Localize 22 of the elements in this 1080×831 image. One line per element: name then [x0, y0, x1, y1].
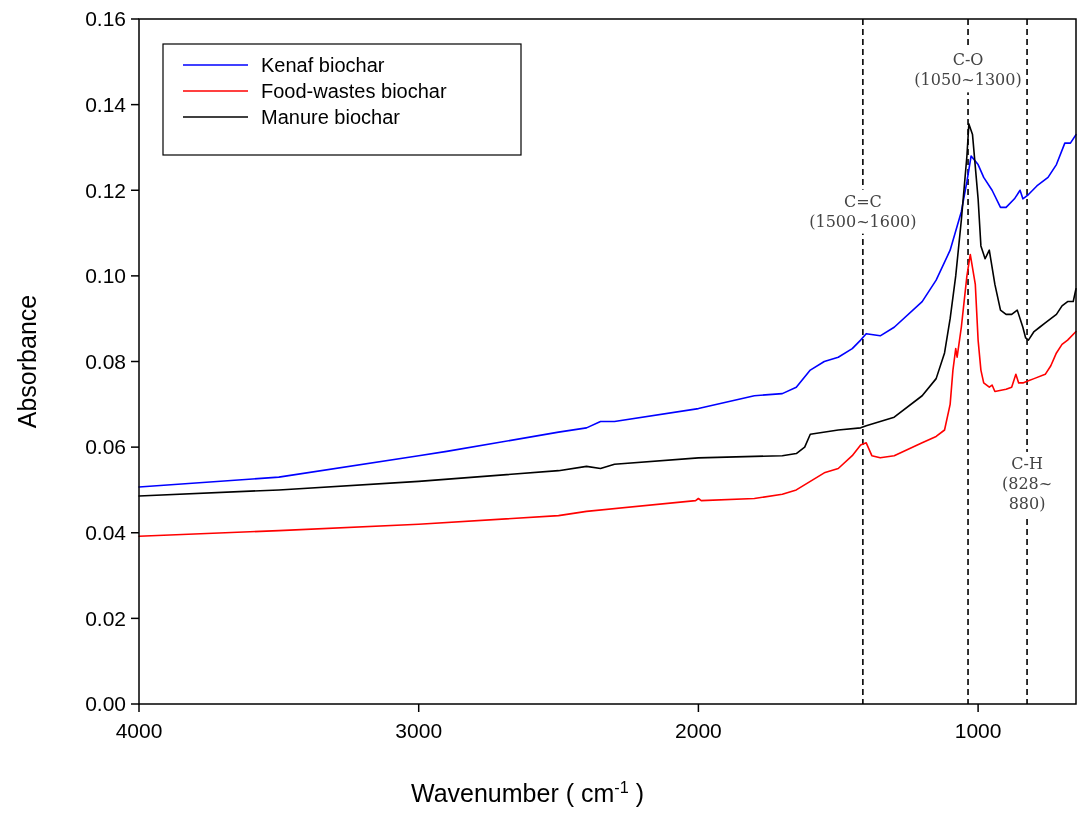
annotation: C=C (1500~1600)	[809, 191, 917, 231]
x-axis-title: Wavenumber ( cm$^{-1}$ )	[410, 778, 645, 807]
x-tick-label: 1000	[954, 719, 1002, 742]
annotation: C-O (1050~1300)	[914, 50, 1022, 90]
annotation: C-H (828~ 880)	[1001, 453, 1053, 513]
x-tick-label: 3000	[395, 719, 443, 742]
y-tick-label: 0.06	[85, 435, 126, 459]
y-tick-label: 0.12	[85, 178, 126, 202]
legend-label: Kenaf biochar	[261, 54, 385, 76]
y-tick-label: 0.14	[85, 92, 127, 116]
y-tick-label: 0.00	[85, 692, 126, 716]
legend-label: Manure biochar	[261, 106, 401, 128]
y-tick-label: 0.10	[85, 264, 126, 288]
y-tick-label: 0.16	[85, 7, 126, 31]
x-tick-label: 4000	[115, 719, 163, 742]
y-axis-title: Absorbance	[13, 294, 41, 429]
legend-label: Food-wastes biochar	[261, 80, 447, 102]
y-tick-label: 0.02	[85, 606, 126, 630]
y-tick-label: 0.08	[85, 349, 126, 373]
y-tick-label: 0.04	[85, 521, 127, 545]
line-series	[138, 253, 1077, 537]
x-tick-label: 2000	[675, 719, 722, 742]
